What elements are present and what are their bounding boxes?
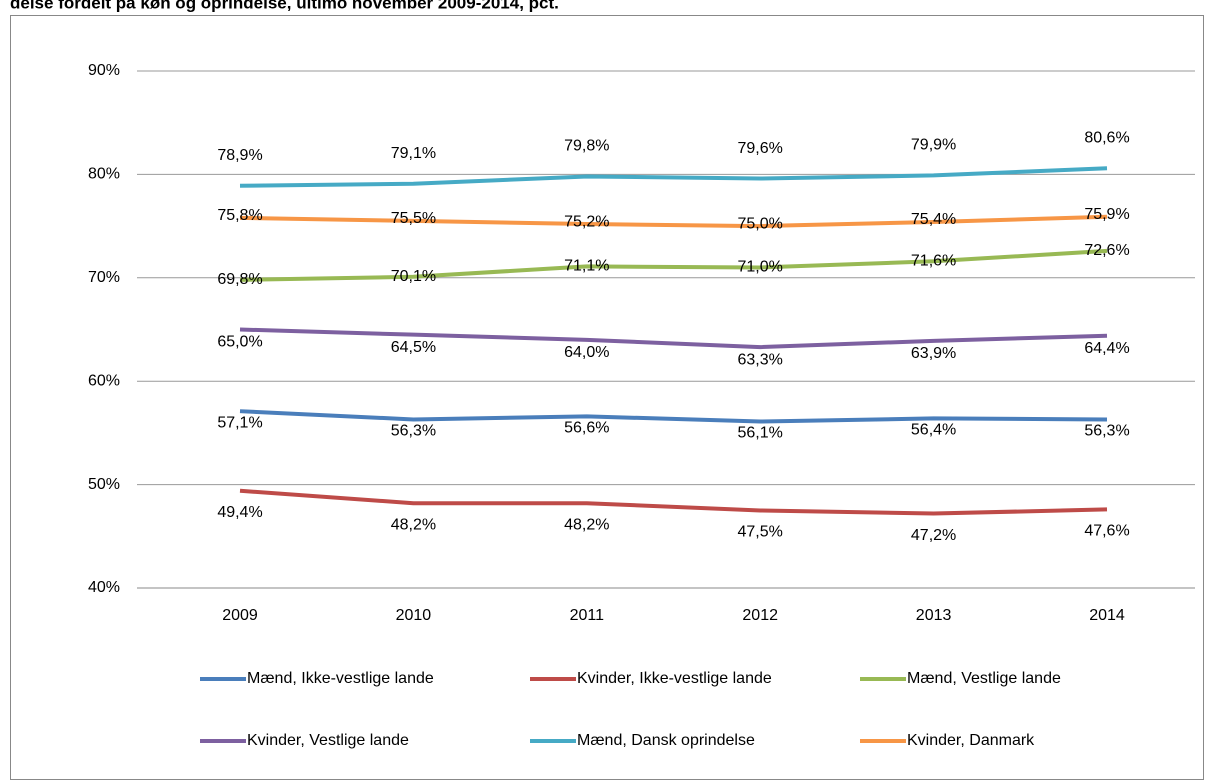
x-tick-label: 2011 — [570, 607, 605, 624]
x-tick-label: 2009 — [222, 607, 258, 624]
data-label: 56,6% — [564, 420, 609, 437]
data-label: 71,6% — [911, 252, 956, 269]
data-label: 75,2% — [564, 213, 609, 230]
data-label: 56,3% — [1084, 423, 1129, 440]
data-label: 48,2% — [564, 516, 609, 533]
series-line — [239, 327, 1108, 350]
y-tick-label: 90% — [88, 62, 120, 79]
data-label: 71,1% — [564, 258, 609, 275]
x-tick-label: 2014 — [1089, 607, 1125, 624]
data-label: 47,5% — [738, 524, 783, 541]
data-label: 65,0% — [217, 334, 262, 351]
data-label: 64,0% — [564, 344, 609, 361]
data-label: 79,6% — [738, 140, 783, 157]
data-label: 79,8% — [564, 138, 609, 155]
data-label: 80,6% — [1084, 129, 1129, 146]
x-tick-label: 2010 — [396, 607, 432, 624]
y-tick-label: 60% — [88, 372, 120, 389]
y-tick-label: 40% — [88, 579, 120, 596]
data-label: 70,1% — [391, 268, 436, 285]
data-label: 79,9% — [911, 137, 956, 154]
legend-label: Mænd, Ikke-vestlige lande — [247, 670, 434, 687]
data-label: 71,0% — [738, 259, 783, 276]
legend-label: Mænd, Dansk oprindelse — [577, 732, 755, 749]
chart-frame — [10, 15, 1204, 780]
data-label: 75,9% — [1084, 206, 1129, 223]
series-line — [239, 248, 1108, 282]
x-tick-label: 2013 — [916, 607, 952, 624]
data-label: 48,2% — [391, 516, 436, 533]
legend-label: Kvinder, Danmark — [907, 732, 1035, 749]
data-label: 49,4% — [217, 504, 262, 521]
data-label: 75,0% — [738, 215, 783, 232]
data-label: 56,3% — [391, 423, 436, 440]
data-label: 75,4% — [911, 211, 956, 228]
y-tick-label: 80% — [88, 166, 120, 183]
data-label: 79,1% — [391, 145, 436, 162]
x-tick-label: 2012 — [742, 607, 778, 624]
data-label: 47,2% — [911, 527, 956, 544]
data-label: 56,4% — [911, 422, 956, 439]
series-line — [239, 166, 1108, 188]
series-line — [239, 488, 1108, 516]
series-line — [239, 409, 1108, 424]
chart-title: delse fordelt på køn og oprindelse, ulti… — [10, 0, 559, 12]
data-label: 56,1% — [738, 425, 783, 442]
legend-label: Kvinder, Ikke-vestlige lande — [577, 670, 772, 687]
y-tick-label: 70% — [88, 269, 120, 286]
series-line — [239, 214, 1108, 229]
data-label: 64,4% — [1084, 340, 1129, 357]
data-label: 69,8% — [217, 271, 262, 288]
legend-label: Mænd, Vestlige lande — [907, 670, 1061, 687]
data-label: 64,5% — [391, 339, 436, 356]
legend-label: Kvinder, Vestlige lande — [247, 732, 409, 749]
data-label: 63,3% — [738, 351, 783, 368]
data-label: 57,1% — [217, 414, 262, 431]
data-label: 72,6% — [1084, 242, 1129, 259]
y-tick-label: 50% — [88, 476, 120, 493]
data-label: 63,9% — [911, 345, 956, 362]
data-label: 78,9% — [217, 147, 262, 164]
data-label: 47,6% — [1084, 523, 1129, 540]
data-label: 75,5% — [391, 210, 436, 227]
data-label: 75,8% — [217, 207, 262, 224]
